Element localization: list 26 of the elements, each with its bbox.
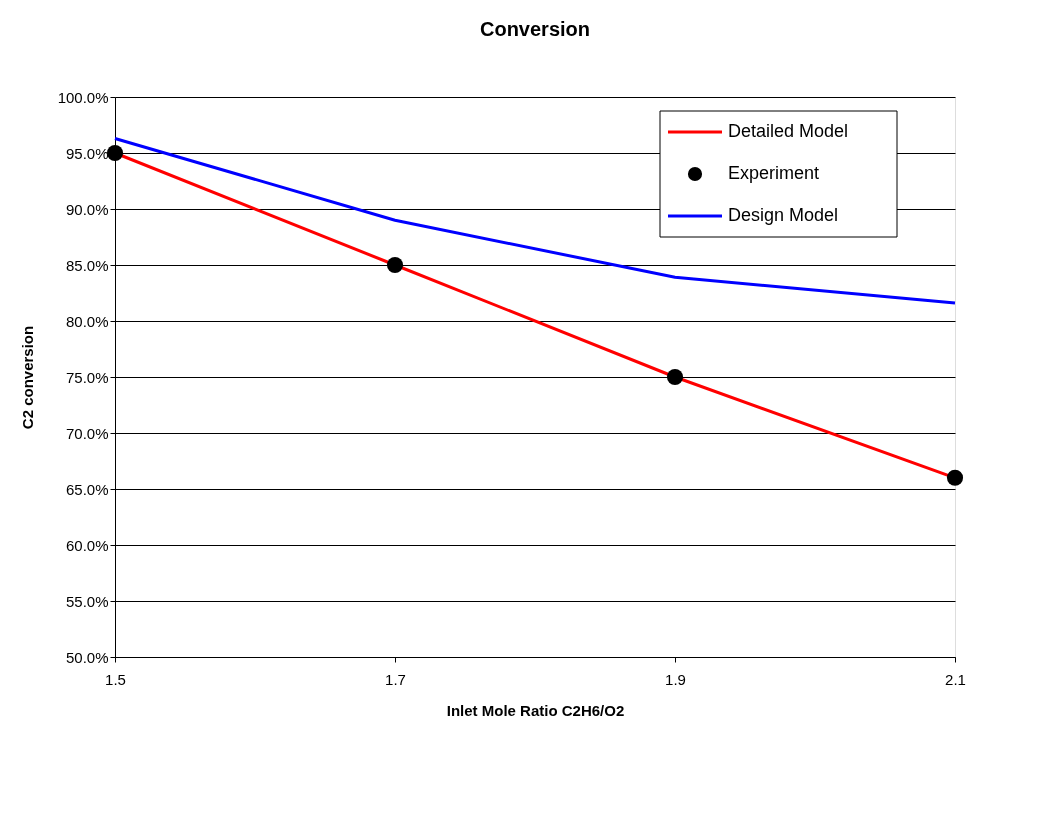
y-tick-label: 75.0%	[65, 368, 109, 386]
y-tick-label: 50.0%	[65, 648, 109, 666]
y-tick-label: 85.0%	[65, 256, 109, 274]
y-axis-title: C2 conversion	[18, 325, 36, 430]
line-series	[113, 136, 957, 305]
point	[106, 144, 124, 162]
y-tick-label: 65.0%	[65, 480, 109, 498]
x-axis-title: Inlet Mole Ratio C2H6/O2	[446, 701, 625, 719]
legend-label: Experiment	[728, 163, 820, 183]
x-tick-label: 1.5	[105, 670, 126, 688]
point	[666, 368, 684, 386]
y-tick-label: 80.0%	[65, 312, 109, 330]
y-tick-label: 90.0%	[65, 200, 109, 218]
y-tick-label: 60.0%	[65, 536, 109, 554]
legend-label: Detailed Model	[728, 121, 849, 141]
chart-title: Conversion	[479, 18, 591, 40]
x-tick-label: 1.7	[385, 670, 406, 688]
x-tick-label: 1.9	[665, 670, 686, 688]
point	[946, 469, 964, 486]
y-tick-label: 100.0%	[57, 88, 109, 106]
x-tick-label: 2.1	[945, 670, 966, 688]
y-tick-label: 55.0%	[65, 592, 109, 610]
y-tick-label: 70.0%	[65, 424, 109, 442]
y-tick-label: 95.0%	[65, 144, 109, 162]
legend-label: Design Model	[728, 205, 839, 225]
point	[386, 256, 404, 274]
